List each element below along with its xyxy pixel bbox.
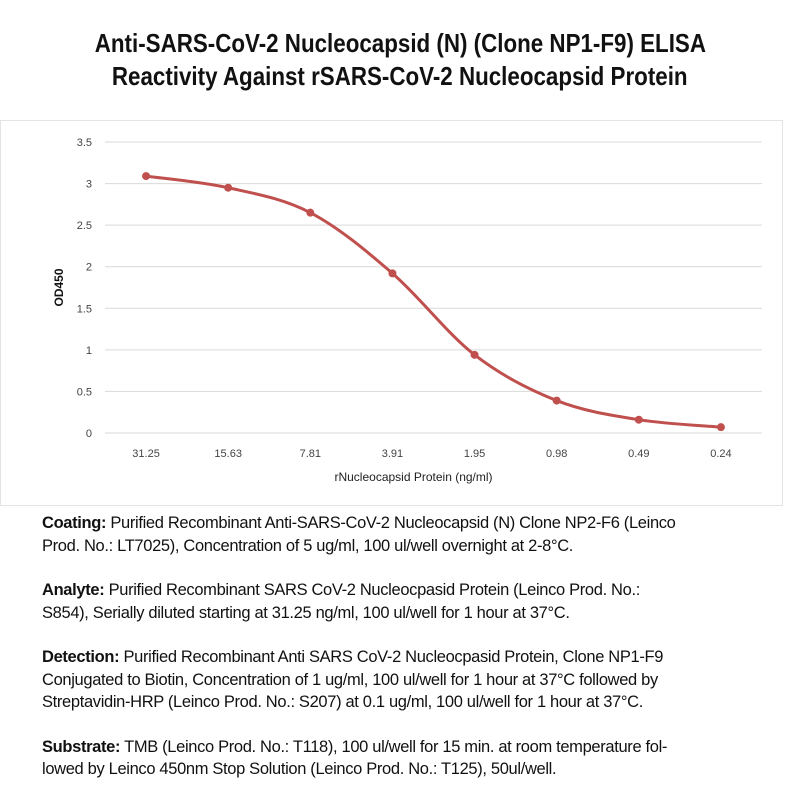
note-text: lowed by Leinco 450nm Stop Solution (Lei… xyxy=(42,759,557,778)
y-tick-label: 1.5 xyxy=(77,303,92,315)
note-label: Detection: xyxy=(42,647,120,666)
y-tick-label: 3 xyxy=(86,179,92,191)
note-label: Coating: xyxy=(42,513,107,532)
note-text: S854), Serially diluted starting at 31.2… xyxy=(42,602,570,622)
data-point xyxy=(716,423,725,432)
y-axis-label: OD450 xyxy=(52,268,66,306)
note-line: Prod. No.: LT7025), Concentration of 5 u… xyxy=(42,535,760,558)
x-tick-label: 0.24 xyxy=(710,448,731,460)
x-tick-label: 31.25 xyxy=(132,448,160,460)
protocol-notes: Coating: Purified Recombinant Anti-SARS-… xyxy=(42,512,782,803)
note-line: lowed by Leinco 450nm Stop Solution (Lei… xyxy=(42,758,760,781)
x-tick-label: 1.95 xyxy=(464,448,485,460)
note-text: Purified Recombinant SARS CoV-2 Nucleocp… xyxy=(104,580,641,599)
data-point xyxy=(552,396,561,405)
x-tick-label: 0.49 xyxy=(628,448,649,460)
x-axis-label: rNucleocapsid Protein (ng/ml) xyxy=(334,470,492,484)
note-line: Detection: Purified Recombinant Anti SAR… xyxy=(42,646,760,669)
x-tick-label: 15.63 xyxy=(214,448,242,460)
data-point xyxy=(388,269,397,278)
series-line xyxy=(145,174,722,429)
note-paragraph: Coating: Purified Recombinant Anti-SARS-… xyxy=(42,512,782,557)
data-point xyxy=(470,350,479,359)
note-paragraph: Analyte: Purified Recombinant SARS CoV-2… xyxy=(42,579,782,624)
x-tick-label: 7.81 xyxy=(300,448,321,460)
note-text: Purified Recombinant Anti-SARS-CoV-2 Nuc… xyxy=(106,513,676,532)
note-line: Streptavidin-HRP (Leinco Prod. No.: S207… xyxy=(42,691,760,714)
data-point xyxy=(142,172,151,181)
note-text: Purified Recombinant Anti SARS CoV-2 Nuc… xyxy=(119,647,664,666)
y-tick-label: 0.5 xyxy=(77,386,92,398)
note-label: Substrate: xyxy=(42,736,121,756)
x-tick-label: 0.98 xyxy=(546,448,567,460)
data-point xyxy=(306,208,315,217)
note-text: TMB (Leinco Prod. No.: T118), 100 ul/wel… xyxy=(120,736,668,756)
y-tick-label: 2.5 xyxy=(77,220,92,232)
note-paragraph: Substrate: TMB (Leinco Prod. No.: T118),… xyxy=(42,736,782,781)
y-tick-label: 1 xyxy=(86,345,92,357)
note-line: Coating: Purified Recombinant Anti-SARS-… xyxy=(42,512,760,535)
y-tick-label: 3.5 xyxy=(77,137,92,149)
note-label: Analyte: xyxy=(42,580,105,599)
chart-border xyxy=(0,120,783,506)
data-point xyxy=(634,415,643,424)
y-tick-label: 2 xyxy=(86,262,92,274)
note-text: Streptavidin-HRP (Leinco Prod. No.: S207… xyxy=(42,692,643,711)
note-line: Substrate: TMB (Leinco Prod. No.: T118),… xyxy=(42,736,760,759)
note-text: Prod. No.: LT7025), Concentration of 5 u… xyxy=(42,535,574,555)
x-tick-label: 3.91 xyxy=(382,448,403,460)
data-point xyxy=(224,183,233,192)
title-text: Reactivity Against rSARS-CoV-2 Nucleocap… xyxy=(112,61,688,91)
note-text: Conjugated to Biotin, Concentration of 1… xyxy=(42,669,658,689)
chart-title-line-1: Anti-SARS-CoV-2 Nucleocapsid (N) (Clone … xyxy=(0,28,800,59)
note-line: Analyte: Purified Recombinant SARS CoV-2… xyxy=(42,579,760,602)
note-line: Conjugated to Biotin, Concentration of 1… xyxy=(42,669,760,692)
chart: 0 0.5 1 1.5 2 2.5 3 3.5 31.25 15.63 7.81 3.91 1.95 0.… xyxy=(0,120,783,506)
note-paragraph: Detection: Purified Recombinant Anti SAR… xyxy=(42,646,782,714)
y-tick-label: 0 xyxy=(86,428,92,440)
note-line: S854), Serially diluted starting at 31.2… xyxy=(42,602,760,625)
chart-title-line-2: Reactivity Against rSARS-CoV-2 Nucleocap… xyxy=(0,61,800,92)
title-text: Anti-SARS-CoV-2 Nucleocapsid (N) (Clone … xyxy=(94,28,706,58)
